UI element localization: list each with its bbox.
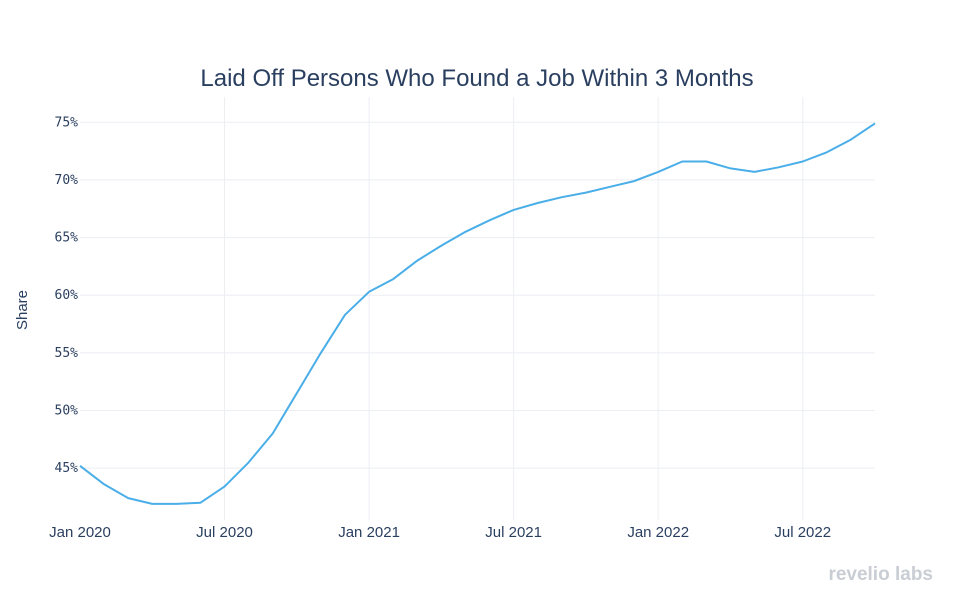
- chart-title: Laid Off Persons Who Found a Job Within …: [200, 65, 753, 92]
- x-gridlines: [224, 97, 804, 520]
- series-line-share: [79, 122, 876, 505]
- y-tick-label: 60%: [55, 288, 79, 303]
- y-axis-label: Share: [14, 290, 31, 330]
- y-gridlines: [80, 121, 875, 469]
- y-tick-label: 45%: [55, 461, 79, 476]
- x-tick-label: Jul 2022: [774, 524, 831, 541]
- x-tick-label: Jan 2020: [49, 524, 111, 541]
- revelio-labs-logo: revelio labs: [828, 564, 933, 585]
- y-tick-label: 65%: [55, 231, 79, 246]
- y-tick-labels: 45% 50% 55% 60% 65% 70% 75%: [55, 115, 79, 476]
- x-tick-label: Jul 2020: [196, 524, 253, 541]
- series-layer: [79, 122, 876, 505]
- x-tick-label: Jan 2021: [338, 524, 400, 541]
- y-tick-label: 50%: [55, 403, 79, 418]
- y-tick-label: 70%: [55, 173, 79, 188]
- y-tick-label: 75%: [55, 115, 79, 130]
- x-tick-label: Jul 2021: [485, 524, 542, 541]
- x-tick-label: Jan 2022: [627, 524, 689, 541]
- x-tick-labels: Jan 2020 Jul 2020 Jan 2021 Jul 2021 Jan 2022…: [49, 524, 831, 541]
- y-tick-label: 55%: [55, 346, 79, 361]
